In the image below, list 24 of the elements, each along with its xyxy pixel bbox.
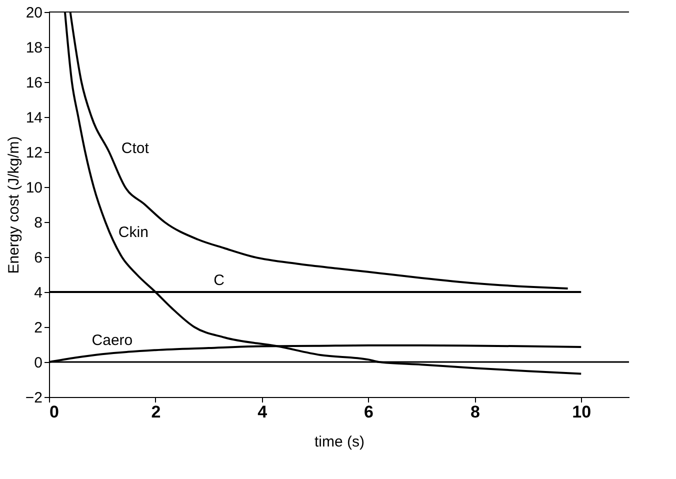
x-tick-label: 8 [470,402,480,422]
y-tick-label: 14 [26,110,42,126]
y-tick-label: 6 [34,250,42,266]
x-axis-title: time (s) [314,434,364,450]
series-label: C [214,272,225,289]
y-tick-label: 2 [34,320,42,336]
y-tick-label: 10 [26,180,42,196]
y-tick-label: 18 [26,40,42,56]
x-tick-label: 2 [151,402,161,422]
y-axis-title: Energy cost (J/kg/m) [5,136,22,274]
y-tick-label: 12 [26,144,42,162]
y-tick-label: 4 [34,284,42,302]
series-label: Ctot [121,140,150,157]
y-tick-label: 8 [34,214,42,232]
series-label: Ckin [118,224,148,241]
x-tick-label: 10 [572,402,592,422]
y-tick-label: 0 [34,354,42,372]
y-tick-label: −2 [25,390,42,406]
x-tick-label: 6 [364,402,374,422]
y-tick-label: 16 [26,74,42,92]
y-tick-label: 20 [26,4,42,22]
x-tick-label: 4 [258,402,268,422]
x-tick-label: 0 [50,402,59,422]
series-label: Caero [92,332,133,350]
